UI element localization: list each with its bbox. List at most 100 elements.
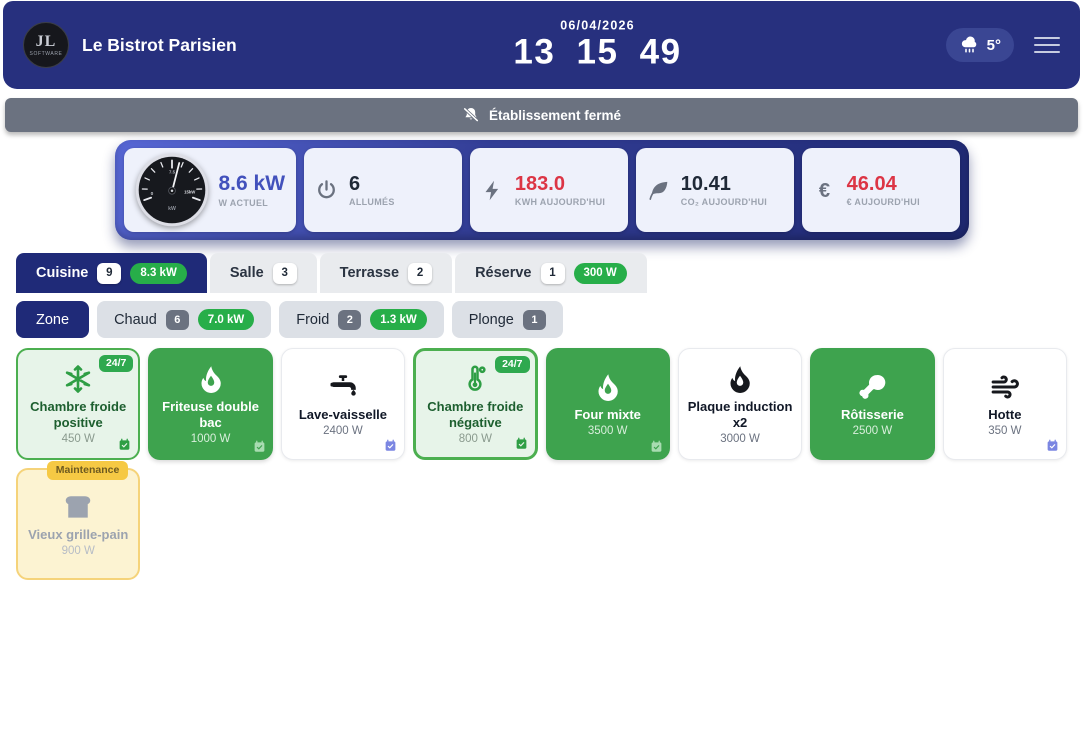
- clock-box: 06/04/2026 13 15 49: [513, 18, 681, 71]
- device-card-friteuse-double-bac[interactable]: Friteuse double bac 1000 W: [148, 348, 273, 460]
- stat-value: 10.41: [680, 172, 731, 195]
- device-power: 900 W: [61, 545, 95, 558]
- device-name: Rôtisserie: [841, 406, 904, 422]
- leaf-icon: [647, 179, 671, 202]
- calendar-check-icon: [1046, 439, 1059, 452]
- tab-count-badge: 9: [97, 262, 122, 284]
- device-power: 800 W: [458, 433, 492, 446]
- tab-salle[interactable]: Salle 3: [209, 253, 317, 293]
- tab-power-pill: 300 W: [573, 262, 627, 284]
- bell-slash-icon: [462, 106, 480, 124]
- app-header: JL SOFTWARE Le Bistrot Parisien 06/04/20…: [3, 1, 1080, 89]
- tab-terrasse[interactable]: Terrasse 2: [319, 253, 453, 293]
- tab-cuisine[interactable]: Cuisine 9 8.3 kW: [16, 253, 207, 293]
- tab-label: Réserve: [475, 265, 532, 281]
- tab-label: Salle: [229, 265, 264, 281]
- weather-badge[interactable]: 5°: [945, 28, 1014, 62]
- power-icon: [315, 179, 339, 202]
- stat-value: 183.0: [514, 172, 565, 195]
- calendar-check-icon: [384, 439, 397, 452]
- cloud-rain-icon: [959, 35, 980, 56]
- euro-icon: €: [813, 179, 837, 202]
- stat-card-euro: €46.04 € AUJOURD'HUI: [801, 148, 960, 232]
- device-card-rotisserie[interactable]: Rôtisserie 2500 W: [810, 348, 935, 460]
- filter-chip-chaud[interactable]: Chaud 6 7.0 kW: [97, 301, 272, 338]
- calendar-check-icon: [253, 440, 266, 453]
- flame-icon: [725, 363, 755, 395]
- device-power: 2400 W: [323, 425, 363, 438]
- stat-label: W ACTUEL: [218, 197, 269, 208]
- device-power: 1000 W: [190, 433, 231, 446]
- calendar-check-icon: [650, 440, 663, 453]
- filter-count-badge: 1: [522, 309, 546, 330]
- snowflake-icon: [63, 363, 93, 395]
- filter-chip-froid[interactable]: Froid 2 1.3 kW: [279, 301, 444, 338]
- logo-subtext: SOFTWARE: [29, 50, 63, 57]
- device-name: Four mixte: [574, 406, 641, 422]
- device-card-vieux-grille-pain[interactable]: Maintenance Vieux grille-pain 900 W: [16, 461, 141, 580]
- flame-icon: [196, 363, 226, 395]
- device-card-chambre-froide-negative[interactable]: 24/7 Chambre froide négative 800 W: [413, 348, 538, 460]
- device-power: 2500 W: [852, 425, 893, 438]
- app-logo: JL SOFTWARE: [23, 22, 69, 68]
- drumstick-icon: [857, 371, 887, 403]
- tab-count-badge: 1: [540, 262, 565, 284]
- always-on-badge: 24/7: [495, 356, 530, 373]
- filter-label: Plonge: [468, 311, 514, 328]
- svg-text:kW: kW: [168, 206, 176, 212]
- filter-count-badge: 6: [165, 309, 189, 330]
- device-name: Friteuse double bac: [162, 398, 259, 430]
- stat-card-co2: 10.41 CO₂ AUJOURD'HUI: [635, 148, 794, 232]
- stat-label: ALLUMÉS: [349, 197, 395, 208]
- weather-temp: 5°: [986, 36, 1001, 54]
- filter-bar: Zone Chaud 6 7.0 kW Froid 2 1.3 kW Plonge 1: [16, 301, 1067, 338]
- device-card-lave-vaisselle[interactable]: Lave-vaisselle 2400 W: [280, 348, 406, 460]
- bolt-icon: [481, 179, 505, 202]
- filter-count-badge: 2: [338, 309, 362, 330]
- device-card-four-mixte[interactable]: Four mixte 3500 W: [545, 348, 670, 460]
- tab-count-badge: 3: [272, 262, 297, 284]
- always-on-badge: 24/7: [98, 355, 134, 372]
- faucet-icon: [328, 371, 358, 403]
- maintenance-badge: Maintenance: [46, 461, 129, 480]
- calendar-check-icon: [515, 437, 528, 450]
- filter-chip-plonge[interactable]: Plonge 1: [451, 301, 563, 338]
- device-card-plaque-induction-x2[interactable]: Plaque induction x2 3000 W: [677, 348, 803, 460]
- stat-card-gauge: 0 7.5 15kW kW 8.6 kW W ACTUEL: [123, 148, 297, 232]
- stats-bar: 0 7.5 15kW kW 8.6 kW W ACTUEL 6 ALLUMÉS 183.0 KWH…: [114, 140, 969, 240]
- filter-chip-zone[interactable]: Zone: [16, 301, 90, 338]
- filter-label: Chaud: [114, 311, 157, 328]
- date-display: 06/04/2026: [560, 18, 635, 33]
- tab-label: Cuisine: [36, 265, 89, 281]
- header-actions: 5°: [945, 28, 1060, 62]
- menu-button[interactable]: [1034, 33, 1060, 58]
- device-name: Chambre froide positive: [30, 398, 127, 430]
- tab-bar: Cuisine 9 8.3 kW Salle 3 Terrasse 2 Réserve 1 300…: [16, 253, 1067, 293]
- stat-value: 8.6 kW: [218, 172, 286, 196]
- closed-banner-label: Établissement fermé: [488, 107, 622, 123]
- device-power: 3500 W: [587, 425, 628, 438]
- stat-value: 6: [349, 172, 361, 195]
- device-power: 350 W: [988, 425, 1022, 438]
- brand: JL SOFTWARE Le Bistrot Parisien: [23, 22, 237, 68]
- filter-label: Froid: [296, 311, 330, 328]
- thermometer-icon: [460, 363, 490, 395]
- logo-monogram: JL: [35, 32, 57, 50]
- tab-reserve[interactable]: Réserve 1 300 W: [455, 253, 647, 293]
- device-card-hotte[interactable]: Hotte 350 W: [942, 348, 1067, 460]
- stat-card-on-count: 6 ALLUMÉS: [304, 148, 462, 232]
- closed-banner: Établissement fermé: [5, 98, 1078, 132]
- device-card-chambre-froide-positive[interactable]: 24/7 Chambre froide positive 450 W: [16, 348, 141, 460]
- tab-power-pill: 8.3 kW: [130, 262, 187, 284]
- tab-label: Terrasse: [339, 265, 400, 281]
- gauge-icon: 0 7.5 15kW kW: [135, 153, 209, 227]
- device-power: 3000 W: [720, 433, 760, 446]
- svg-text:15kW: 15kW: [184, 190, 196, 195]
- device-power: 450 W: [61, 433, 95, 446]
- flame-icon: [593, 371, 623, 403]
- svg-text:€: €: [819, 180, 830, 202]
- device-name: Hotte: [988, 406, 1022, 422]
- device-name: Chambre froide négative: [427, 398, 524, 430]
- clock-display: 13 15 49: [513, 32, 682, 72]
- stat-label: KWH AUJOURD'HUI: [514, 197, 606, 208]
